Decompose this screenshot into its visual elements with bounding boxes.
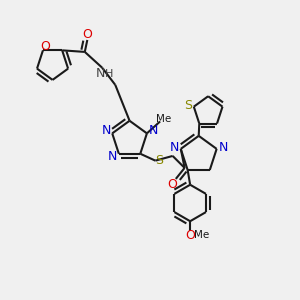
Text: N: N bbox=[96, 68, 105, 80]
Text: N: N bbox=[218, 141, 228, 154]
Text: S: S bbox=[184, 99, 192, 112]
Text: O: O bbox=[168, 178, 178, 191]
Text: N: N bbox=[148, 124, 158, 137]
Text: Me: Me bbox=[194, 230, 210, 240]
Text: N: N bbox=[108, 150, 117, 163]
Text: O: O bbox=[185, 229, 195, 242]
Text: Me: Me bbox=[156, 114, 172, 124]
Text: N: N bbox=[101, 124, 111, 137]
Text: O: O bbox=[40, 40, 50, 53]
Text: N: N bbox=[170, 141, 179, 154]
Text: O: O bbox=[82, 28, 92, 41]
Text: S: S bbox=[155, 154, 163, 167]
Text: H: H bbox=[105, 69, 113, 79]
